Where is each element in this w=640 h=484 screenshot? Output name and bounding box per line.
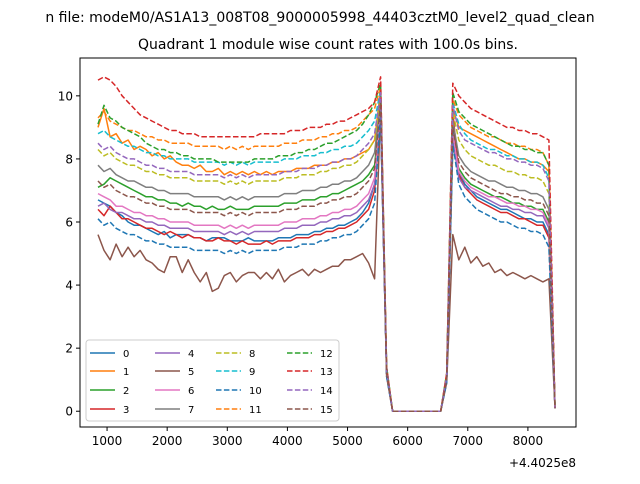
series-line-7 — [97, 98, 556, 412]
series-line-15 — [97, 101, 556, 412]
series-layer — [97, 76, 556, 412]
legend-label-13: 13 — [320, 367, 333, 378]
series-line-14 — [97, 91, 556, 412]
chart-title: Quadrant 1 module wise count rates with … — [138, 37, 518, 53]
legend-label-3: 3 — [123, 405, 129, 416]
series-line-10 — [97, 114, 556, 412]
legend-label-14: 14 — [320, 386, 333, 397]
series-line-13 — [97, 76, 556, 412]
legend-label-2: 2 — [123, 386, 129, 397]
series-line-2 — [97, 104, 556, 412]
y-tick-label: 4 — [65, 279, 73, 293]
x-tick-label: 2000 — [152, 434, 183, 448]
x-tick-label: 8000 — [513, 434, 544, 448]
y-tick-label: 10 — [58, 89, 73, 103]
x-tick-label: 4000 — [272, 434, 303, 448]
series-line-6 — [97, 107, 556, 412]
legend-label-9: 9 — [249, 367, 255, 378]
y-tick-label: 6 — [65, 216, 73, 230]
legend-label-15: 15 — [320, 405, 333, 416]
legend-label-12: 12 — [320, 349, 333, 360]
legend-label-10: 10 — [249, 386, 262, 397]
series-line-5 — [97, 107, 556, 412]
series-line-3 — [97, 110, 556, 412]
y-tick-label: 0 — [65, 405, 73, 419]
legend-label-4: 4 — [188, 349, 194, 360]
series-line-11 — [97, 85, 556, 412]
x-tick-label: 6000 — [392, 434, 423, 448]
legend-label-8: 8 — [249, 349, 255, 360]
x-tick-label: 7000 — [453, 434, 484, 448]
x-tick-label: 1000 — [92, 434, 123, 448]
x-axis: 1000 2000 3000 4000 5000 6000 7000 8000 — [92, 427, 543, 448]
legend-label-1: 1 — [123, 367, 129, 378]
plot-frame — [79, 57, 577, 428]
legend-frame — [85, 339, 340, 422]
legend-label-5: 5 — [188, 367, 194, 378]
series-line-12 — [97, 82, 556, 412]
y-axis: 0 2 4 6 8 10 — [58, 89, 80, 419]
legend-label-11: 11 — [249, 405, 262, 416]
legend-label-0: 0 — [123, 349, 129, 360]
series-line-8 — [97, 95, 556, 412]
x-tick-label: 3000 — [212, 434, 243, 448]
legend-label-6: 6 — [188, 386, 194, 397]
y-tick-label: 8 — [65, 152, 73, 166]
series-line-0 — [97, 117, 556, 412]
series-line-9 — [97, 88, 556, 412]
y-tick-label: 2 — [65, 342, 73, 356]
series-line-4 — [97, 110, 556, 412]
figure-suptitle: n file: modeM0/AS1A13_008T08_9000005998_… — [45, 10, 594, 26]
x-axis-offset-label: +4.4025e8 — [509, 456, 576, 470]
x-tick-label: 5000 — [332, 434, 363, 448]
legend-label-7: 7 — [188, 405, 194, 416]
